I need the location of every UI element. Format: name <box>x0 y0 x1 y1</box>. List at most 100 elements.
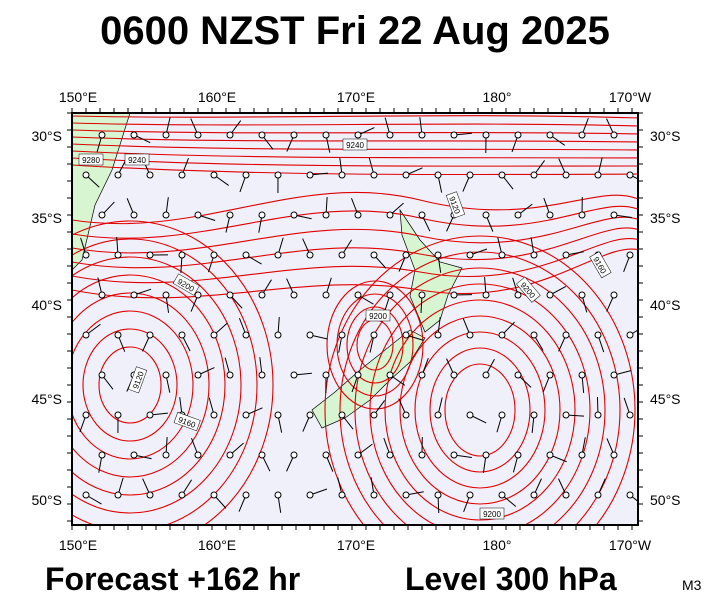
contour-label-text: 9280 <box>82 156 100 165</box>
contour-label: 9240 <box>342 138 368 151</box>
contour <box>354 267 606 525</box>
station <box>498 411 506 419</box>
station <box>274 491 282 499</box>
station <box>274 171 282 179</box>
lat-label: 35°S <box>31 210 62 226</box>
station <box>386 291 394 299</box>
station <box>162 451 170 459</box>
station <box>258 291 266 299</box>
station <box>578 371 586 379</box>
station <box>466 411 474 419</box>
station <box>338 171 346 179</box>
contour <box>72 227 638 269</box>
station <box>178 171 186 179</box>
station <box>562 411 570 419</box>
station <box>434 491 442 499</box>
station <box>98 291 106 299</box>
station <box>562 171 570 179</box>
wind-barb <box>643 215 646 233</box>
station <box>594 491 602 499</box>
contour-label-text: 9200 <box>483 510 501 519</box>
station <box>354 451 362 459</box>
contour <box>336 293 414 397</box>
station <box>258 451 266 459</box>
station <box>146 331 154 339</box>
station <box>643 372 649 378</box>
station <box>530 331 538 339</box>
station <box>306 331 314 339</box>
station <box>498 251 506 259</box>
station <box>626 411 634 419</box>
station <box>130 131 138 139</box>
station <box>482 131 490 139</box>
station <box>338 411 346 419</box>
station <box>466 491 474 499</box>
station <box>274 411 282 419</box>
station <box>546 211 554 219</box>
station <box>530 251 538 259</box>
station <box>402 331 410 339</box>
station <box>82 411 90 419</box>
station <box>194 211 202 219</box>
station <box>450 451 458 459</box>
contour-label-box <box>342 138 368 151</box>
station <box>466 171 474 179</box>
station <box>386 451 394 459</box>
station <box>386 211 394 219</box>
station <box>514 131 522 139</box>
station <box>482 371 490 379</box>
station <box>98 371 106 379</box>
contour-label-text: 9240 <box>346 141 364 150</box>
contour <box>72 220 274 525</box>
contour <box>72 238 258 525</box>
station <box>306 251 314 259</box>
station <box>418 211 426 219</box>
station <box>194 451 202 459</box>
contour-label: 9240 <box>124 153 150 166</box>
station <box>338 491 346 499</box>
station <box>98 211 106 219</box>
station <box>578 291 586 299</box>
station <box>322 131 330 139</box>
station <box>578 131 586 139</box>
station <box>290 451 298 459</box>
station <box>98 451 106 459</box>
station <box>306 411 314 419</box>
station <box>450 291 458 299</box>
station <box>162 131 170 139</box>
station <box>82 331 90 339</box>
station <box>514 371 522 379</box>
station <box>578 451 586 459</box>
contour <box>346 306 404 384</box>
station <box>578 211 586 219</box>
station <box>354 131 362 139</box>
station <box>130 451 138 459</box>
lon-label: 170°W <box>609 89 652 105</box>
station <box>498 171 506 179</box>
contour-label-box <box>365 309 391 322</box>
contour-label-box <box>479 507 505 520</box>
station <box>626 251 634 259</box>
lat-label: 30°S <box>650 128 681 144</box>
lat-label: 40°S <box>650 297 681 313</box>
station <box>402 171 410 179</box>
station <box>226 291 234 299</box>
station <box>290 371 298 379</box>
lon-label: 170°E <box>337 89 375 105</box>
contour-label-text: 9240 <box>128 156 146 165</box>
station <box>306 491 314 499</box>
station <box>242 331 250 339</box>
station <box>82 251 90 259</box>
station <box>258 371 266 379</box>
station <box>370 251 378 259</box>
station <box>82 171 90 179</box>
station <box>418 131 426 139</box>
station <box>514 291 522 299</box>
contour <box>72 216 638 254</box>
station <box>418 291 426 299</box>
contour-label: 9200 <box>365 309 391 322</box>
contour <box>414 331 546 489</box>
station <box>290 291 298 299</box>
station <box>610 451 618 459</box>
station <box>242 171 250 179</box>
